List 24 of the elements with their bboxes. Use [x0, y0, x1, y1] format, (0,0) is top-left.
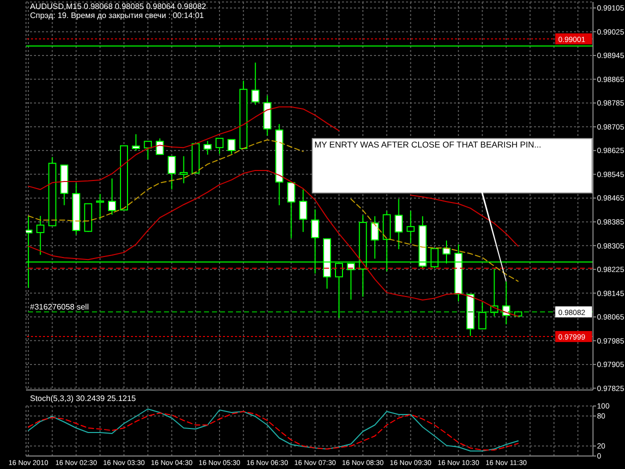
text: Спрэд: 19. Время до закрытия свечи : 00:14:01 — [30, 11, 204, 20]
candlestick — [299, 188, 308, 232]
candlestick — [204, 140, 212, 156]
candlestick — [287, 182, 296, 239]
chart-title: AUDUSD,M15 0.98068 0.98085 0.98064 0.98082 — [30, 2, 207, 11]
candlestick — [132, 134, 140, 152]
candlestick — [96, 193, 104, 220]
candlestick — [370, 216, 379, 260]
candlestick — [168, 156, 176, 190]
candlestick — [227, 139, 236, 154]
candlestick — [144, 140, 152, 160]
candlestick — [180, 156, 188, 184]
candlestick — [216, 138, 224, 154]
candlestick — [156, 138, 164, 155]
candlestick — [108, 178, 116, 216]
chart-title: Stoch(5,3,3) 30.2439 25.1215 — [30, 394, 136, 403]
candlestick — [406, 210, 415, 244]
line-series — [28, 170, 519, 317]
candlestick — [251, 62, 260, 106]
candlestick — [36, 215, 44, 256]
annotation: MY ENRTY WAS AFTER CLOSE OF THAT BEARISH PIN... — [314, 140, 542, 150]
candlestick — [394, 198, 403, 250]
candlestick — [478, 302, 486, 330]
ref-line-label: #316276058 sell — [30, 302, 89, 312]
